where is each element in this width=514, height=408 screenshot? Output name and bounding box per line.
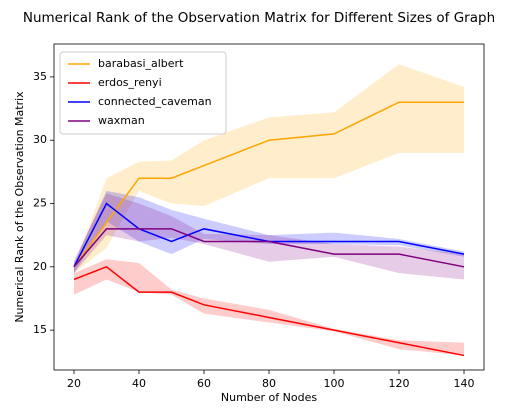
x-tick-label: 20 <box>67 377 81 390</box>
y-axis-label: Numerical Rank of the Observation Matrix <box>13 91 26 323</box>
legend-box <box>59 51 227 135</box>
x-tick-label: 120 <box>389 377 410 390</box>
legend-label: waxman <box>98 114 145 127</box>
series-line <box>73 228 465 268</box>
x-axis-label: Number of Nodes <box>221 391 317 404</box>
x-tick-label: 80 <box>262 377 276 390</box>
x-tick-label: 40 <box>132 377 146 390</box>
x-tick-label: 60 <box>197 377 211 390</box>
y-tick-label: 35 <box>33 70 47 83</box>
plot-frame <box>53 43 485 371</box>
y-tick-label: 30 <box>33 133 47 146</box>
legend-label: barabasi_albert <box>98 57 184 70</box>
confidence-band <box>73 259 465 356</box>
y-tick-label: 15 <box>33 323 47 336</box>
chart-title: Numerical Rank of the Observation Matrix… <box>23 10 495 26</box>
series-line <box>73 202 465 268</box>
legend-label: connected_caveman <box>98 95 212 108</box>
x-tick-label: 140 <box>454 377 475 390</box>
y-tick-label: 25 <box>33 197 47 210</box>
confidence-band <box>73 190 465 274</box>
series-line <box>73 265 465 357</box>
series-line <box>73 101 465 268</box>
confidence-band <box>73 193 465 280</box>
y-tick-label: 20 <box>33 260 47 273</box>
x-tick-label: 100 <box>324 377 345 390</box>
confidence-band <box>73 64 465 274</box>
legend-label: erdos_renyi <box>98 76 162 89</box>
